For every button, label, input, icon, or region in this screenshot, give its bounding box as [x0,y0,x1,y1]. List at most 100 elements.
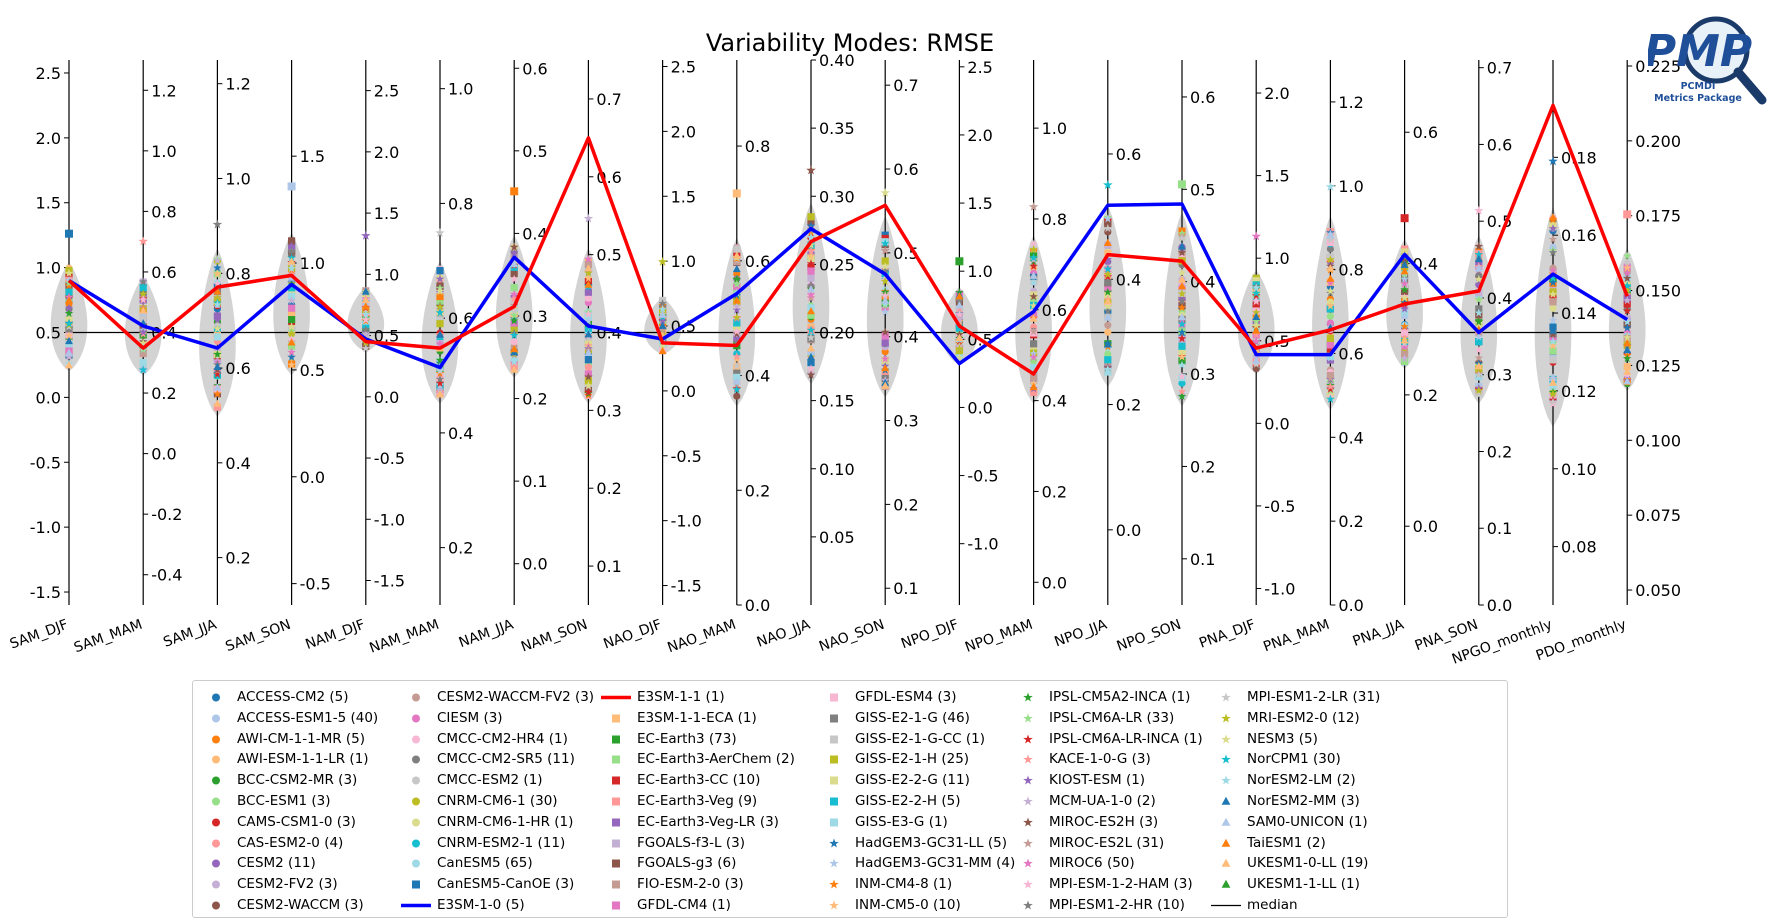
tick-label-PNA_SON: 0.1 [1487,519,1512,538]
axis-name-NAM_JJA: NAM_JJA [457,617,516,652]
tick-label-NAM_JJA: 0.1 [522,472,547,491]
legend-marker-square-icon [612,859,620,868]
model-marker [1252,301,1260,309]
tick-label-PDO_monthly: 0.150 [1635,282,1681,301]
model-marker [1548,315,1558,324]
tick-label-PNA_DJF: 0.0 [1264,414,1289,433]
tick-label-NPGO_monthly: 0.18 [1561,148,1597,167]
axis-name-NAO_MAM: NAO_MAM [665,617,738,657]
legend-label: CESM2 (11) [237,855,316,872]
model-marker [510,297,518,305]
model-marker [1326,356,1334,364]
legend-shape [830,693,838,702]
legend-label: INM-CM5-0 (10) [855,897,961,913]
legend-marker-star-icon [1221,692,1231,702]
axis-name-NAO_SON: NAO_SON [817,617,887,655]
model-marker [1326,305,1334,313]
model-marker [1251,283,1261,292]
logo-line1: PCMDI [1681,81,1716,92]
model-marker [1104,356,1112,364]
model-marker [807,217,815,225]
legend-shape [612,818,620,827]
legend-shape [1221,754,1231,764]
model-marker [658,326,667,335]
tick-label-NPO_MAM: 0.8 [1042,210,1067,229]
model-marker [732,329,742,338]
model-marker [584,330,593,338]
legend-marker-square-icon [612,880,620,889]
model-marker [139,359,147,367]
model-marker [584,280,593,288]
model-marker [288,284,296,292]
tick-label-SAM_SON: -0.5 [300,575,331,594]
tick-label-NAO_JJA: 0.15 [819,392,855,411]
model-marker [1029,314,1038,322]
model-marker [584,309,593,318]
legend-shape [1023,879,1033,889]
model-marker [1030,363,1038,372]
legend-shape [412,839,420,848]
legend-shape [830,797,838,806]
tick-label-NPO_DJF: 0.0 [967,398,992,417]
model-marker [1326,353,1335,362]
model-marker [1623,300,1631,308]
tick-label-SAM_MAM: 1.0 [151,142,176,161]
model-marker [806,333,816,342]
tick-label-SAM_JJA: 0.4 [225,454,250,473]
axis-name-NAM_SON: NAM_SON [519,617,590,656]
legend-shape [212,755,220,764]
model-marker [732,313,742,322]
tick-label-PNA_SON: 0.0 [1487,596,1512,615]
model-marker [287,182,296,191]
model-marker [1474,254,1483,263]
tick-label-PNA_SON: 0.6 [1487,135,1512,154]
model-marker [1030,374,1038,382]
legend-label: GISS-E2-2-G (11) [855,772,970,789]
tick-label-NPO_JJA: 0.6 [1116,145,1141,164]
tick-label-NAM_JJA: 0.4 [522,224,547,243]
model-marker [955,353,964,362]
legend-label: ACCESS-CM2 (5) [237,689,349,705]
tick-label-NAO_DJF: 2.0 [671,122,696,141]
model-marker [732,275,742,284]
model-marker [732,385,742,394]
axis-name-SAM_JJA: SAM_JJA [161,617,219,651]
legend-label: MIROC-ES2L (31) [1049,834,1165,851]
tick-label-SAM_MAM: -0.2 [151,505,182,524]
model-marker [658,321,667,329]
tick-label-NAM_SON: 0.3 [596,401,621,420]
model-marker [1474,295,1484,304]
legend-marker-star-icon [1023,817,1033,827]
model-marker [1622,317,1632,326]
legend-label: CESM2-WACCM (3) [237,897,364,913]
tick-label-PNA_MAM: 0.4 [1338,428,1363,447]
model-marker [64,352,74,361]
tick-label-NPO_MAM: 1.0 [1042,119,1067,138]
model-marker [1103,214,1113,223]
model-marker [806,259,816,268]
legend-marker-star-icon [1221,713,1231,723]
model-marker [436,320,444,328]
model-marker [955,301,964,309]
tick-label-NAM_SON: 0.7 [596,90,621,109]
model-marker [1548,234,1558,243]
logo-big-text: PMP [1648,26,1752,77]
axis-name-NAO_JJA: NAO_JJA [755,617,813,651]
legend-shape [1023,692,1033,702]
legend-label: CanESM5-CanOE (3) [437,876,575,893]
model-marker [1475,389,1483,397]
model-marker [1326,301,1335,310]
model-marker [584,264,593,272]
legend-label: SAM0-UNICON (1) [1247,813,1368,830]
model-marker [213,279,222,288]
model-marker [1326,312,1334,320]
tick-label-SAM_DJF: 0.0 [36,388,61,407]
legend-marker-circle-icon [212,714,220,723]
model-marker [658,346,667,355]
legend-marker-triangle-icon [1221,838,1231,847]
model-marker [64,303,74,312]
model-marker [1326,382,1335,391]
model-marker [287,347,296,356]
legend-label: CAMS-CSM1-0 (3) [237,813,356,830]
legend-label: GISS-E2-1-G (46) [855,709,970,726]
